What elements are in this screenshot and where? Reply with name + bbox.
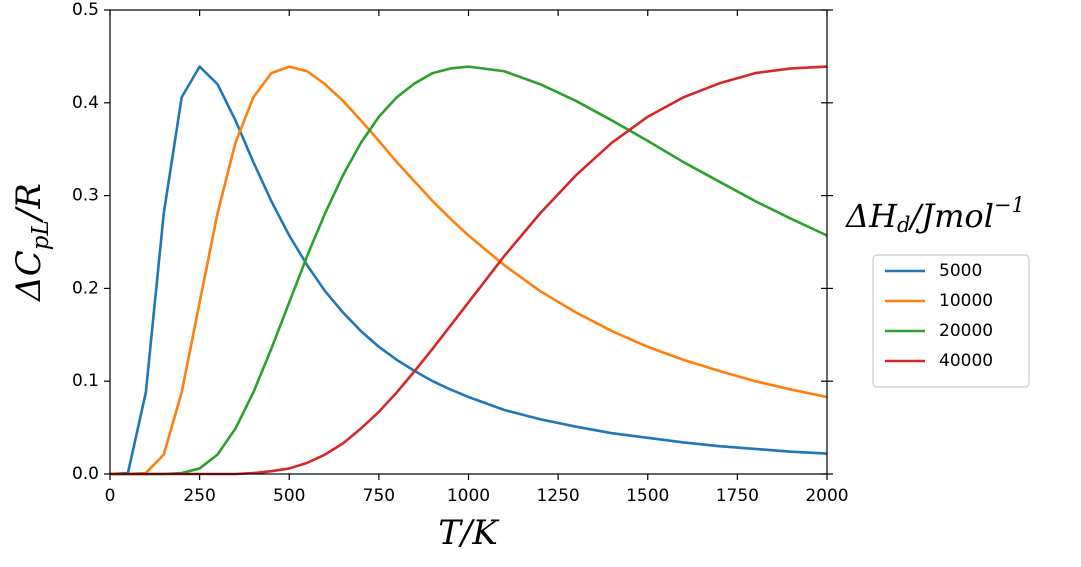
legend-label: 40000	[939, 351, 993, 371]
x-tick-label: 1250	[536, 486, 579, 506]
x-tick-label: 1750	[716, 486, 759, 506]
legend-label: 5000	[939, 261, 982, 281]
series-line	[109, 65, 828, 476]
y-axis-label: ΔCpL/R	[9, 183, 54, 303]
x-tick-label: 1000	[447, 486, 490, 506]
x-tick-label: 500	[273, 486, 305, 506]
y-tick-label: 0.1	[72, 371, 99, 391]
y-tick-label: 0.4	[72, 93, 99, 113]
legend-box	[872, 254, 1030, 388]
x-tick-label: 2000	[805, 486, 848, 506]
series-line	[110, 65, 828, 476]
series-line	[110, 65, 828, 476]
x-tick-label: 0	[105, 486, 116, 506]
legend: 5000 10000 20000 40000	[872, 254, 1030, 388]
x-tick-label: 1500	[626, 486, 669, 506]
y-tick-label: 0.3	[72, 186, 99, 206]
x-tick-label: 250	[183, 486, 215, 506]
plot-frame	[109, 9, 828, 475]
y-tick-label: 0.0	[72, 464, 99, 484]
legend-label: 10000	[939, 291, 993, 311]
y-tick-label: 0.5	[72, 0, 99, 20]
legend-title-base: ΔH	[844, 197, 898, 235]
x-axis-label: T/K	[438, 513, 500, 553]
y-label-sub: pL	[28, 220, 54, 250]
legend-title-sub: d	[897, 213, 910, 237]
y-label-rest: /R	[9, 183, 49, 223]
legend-label: 20000	[939, 321, 993, 341]
legend-title: ΔHd/Jmol−1	[844, 193, 1025, 237]
legend-title-rest: /Jmol	[907, 197, 993, 235]
x-tick-label: 750	[363, 486, 395, 506]
series-line	[110, 65, 828, 476]
y-tick-label: 0.2	[72, 278, 99, 298]
legend-title-sup: −1	[994, 193, 1025, 217]
y-label-base: ΔC	[9, 250, 49, 303]
